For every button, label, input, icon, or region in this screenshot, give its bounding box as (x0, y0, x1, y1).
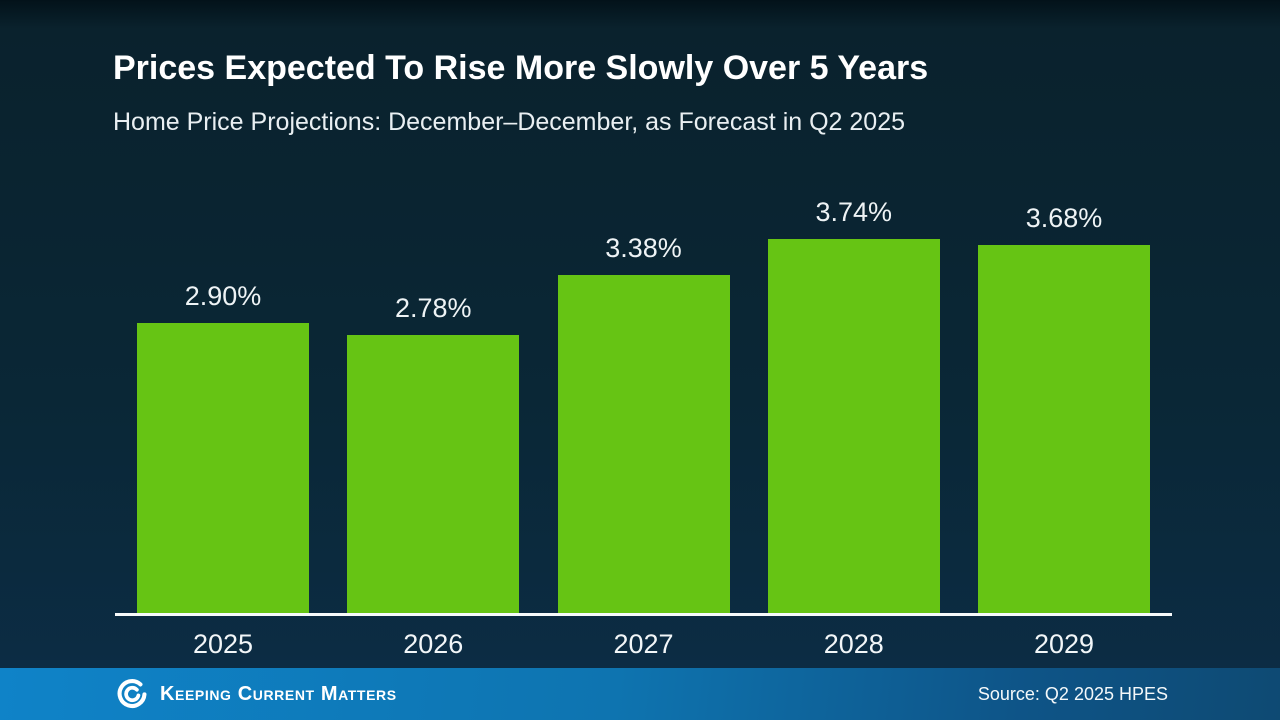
bar-value-label: 3.38% (605, 233, 682, 263)
source-text: Source: Q2 2025 HPES (977, 683, 1168, 704)
kcm-swirl-icon (116, 678, 148, 710)
bar-2029 (978, 245, 1150, 613)
bar-2027 (557, 275, 730, 613)
bar-column: 3.38% (557, 233, 730, 613)
footer-bar: Keeping Current Matters Source: Q2 2025 … (0, 668, 1280, 720)
x-axis-line (115, 613, 1172, 616)
bar-value-label: 3.68% (1025, 203, 1103, 233)
slide-subtitle: Home Price Projections: December–Decembe… (113, 108, 906, 136)
plot-area: 2.90% 2.78% 3.38% 3.74% 3.68% (137, 175, 1150, 613)
header: Prices Expected To Rise More Slowly Over… (113, 50, 1220, 136)
x-tick-label: 2026 (403, 629, 464, 659)
x-tick-label: 2025 (192, 629, 254, 659)
bar-2025 (137, 323, 309, 613)
bar-column: 3.74% (767, 197, 940, 613)
x-tick-label: 2028 (823, 629, 884, 659)
kcm-logo-text: Keeping Current Matters (160, 682, 397, 705)
x-axis-labels: 2025 2026 2027 2028 2029 (137, 629, 1150, 660)
x-tick-label: 2027 (613, 629, 674, 659)
bar-value-label: 2.78% (394, 293, 472, 323)
bar-value-label: 2.90% (184, 281, 262, 311)
bar-column: 2.90% (137, 281, 309, 613)
bar-2026 (347, 335, 520, 613)
bar-column: 3.68% (978, 203, 1150, 613)
bar-value-label: 3.74% (815, 197, 893, 227)
bar-2028 (767, 239, 940, 613)
slide-title: Prices Expected To Rise More Slowly Over… (113, 49, 929, 87)
kcm-logo: Keeping Current Matters (116, 678, 397, 710)
x-tick-label: 2029 (1033, 629, 1095, 659)
bar-column: 2.78% (347, 293, 520, 613)
